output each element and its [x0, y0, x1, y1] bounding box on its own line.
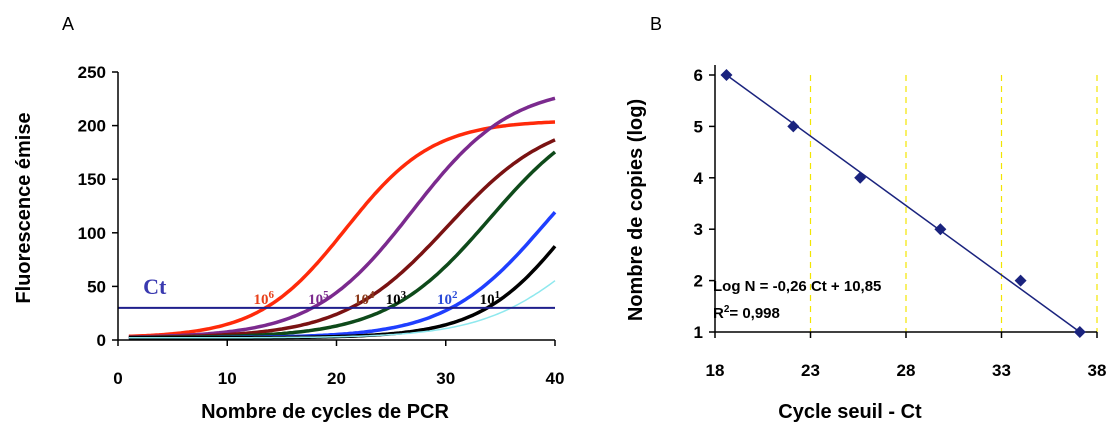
data-point	[1073, 326, 1086, 338]
series-label: 103	[386, 289, 407, 308]
y-tick-label-b: 4	[694, 169, 704, 188]
y-axis-title-a: Fluorescence émise	[13, 112, 35, 303]
y-tick-label-a: 50	[87, 277, 106, 296]
y-tick-label-b: 2	[694, 272, 703, 291]
chart-b: B 1 2 3 4 5 6 18 23 28 33 38 Log N = -0,26 Ct + 10…	[570, 0, 1115, 432]
regression-line	[726, 74, 1081, 333]
series-label: 105	[308, 289, 329, 308]
fit-equation: Log N = -0,26 Ct + 10,85	[713, 278, 881, 295]
x-axis-title-b: Cycle seuil - Ct	[778, 401, 922, 423]
amplification-curve	[128, 120, 556, 339]
data-point	[720, 69, 733, 81]
x-tick-label-a: 20	[327, 369, 346, 388]
series-label: 102	[437, 289, 458, 308]
amplification-curve	[128, 280, 556, 339]
series-label: 101	[480, 289, 501, 308]
data-point	[1014, 274, 1027, 287]
y-tick-label-a: 0	[97, 331, 106, 350]
y-tick-label-b: 1	[694, 323, 703, 342]
y-tick-label-a: 150	[78, 170, 106, 189]
y-tick-label-a: 100	[78, 224, 106, 243]
x-tick-label-a: 30	[436, 369, 455, 388]
y-tick-label-a: 200	[78, 117, 106, 136]
x-tick-label-b: 38	[1088, 361, 1107, 380]
threshold-label: Ct	[143, 274, 167, 299]
y-axis-title-b: Nombre de copies (log)	[625, 99, 647, 321]
data-point	[854, 171, 867, 184]
x-tick-label-b: 23	[801, 361, 820, 380]
y-tick-label-b: 6	[694, 66, 703, 85]
series-label: 104	[354, 289, 375, 308]
r-squared: R2= 0,998	[713, 304, 780, 322]
data-point	[787, 120, 800, 133]
y-tick-label-b: 5	[694, 117, 703, 136]
y-tick-label-b: 3	[694, 220, 703, 239]
chart-a: A Ct 106 105 104 103 102 101 0 50 100 150 200 250 0…	[0, 0, 565, 423]
data-point	[934, 223, 947, 236]
x-tick-label-b: 28	[897, 361, 916, 380]
series-label: 106	[253, 289, 274, 308]
x-tick-label-b: 18	[706, 361, 725, 380]
panel-label-b: B	[650, 14, 662, 34]
panel-label-a: A	[62, 14, 74, 34]
x-tick-label-a: 10	[218, 369, 237, 388]
x-tick-label-b: 33	[992, 361, 1011, 380]
x-tick-label-a: 40	[546, 369, 565, 388]
chart-a-svg: A Ct 106 105 104 103 102 101 0 50 100 150 200 250 0…	[0, 0, 565, 423]
y-tick-label-a: 250	[78, 63, 106, 82]
x-axis-title-a: Nombre de cycles de PCR	[201, 401, 449, 423]
x-tick-label-a: 0	[113, 369, 122, 388]
amplification-curve	[128, 150, 557, 340]
